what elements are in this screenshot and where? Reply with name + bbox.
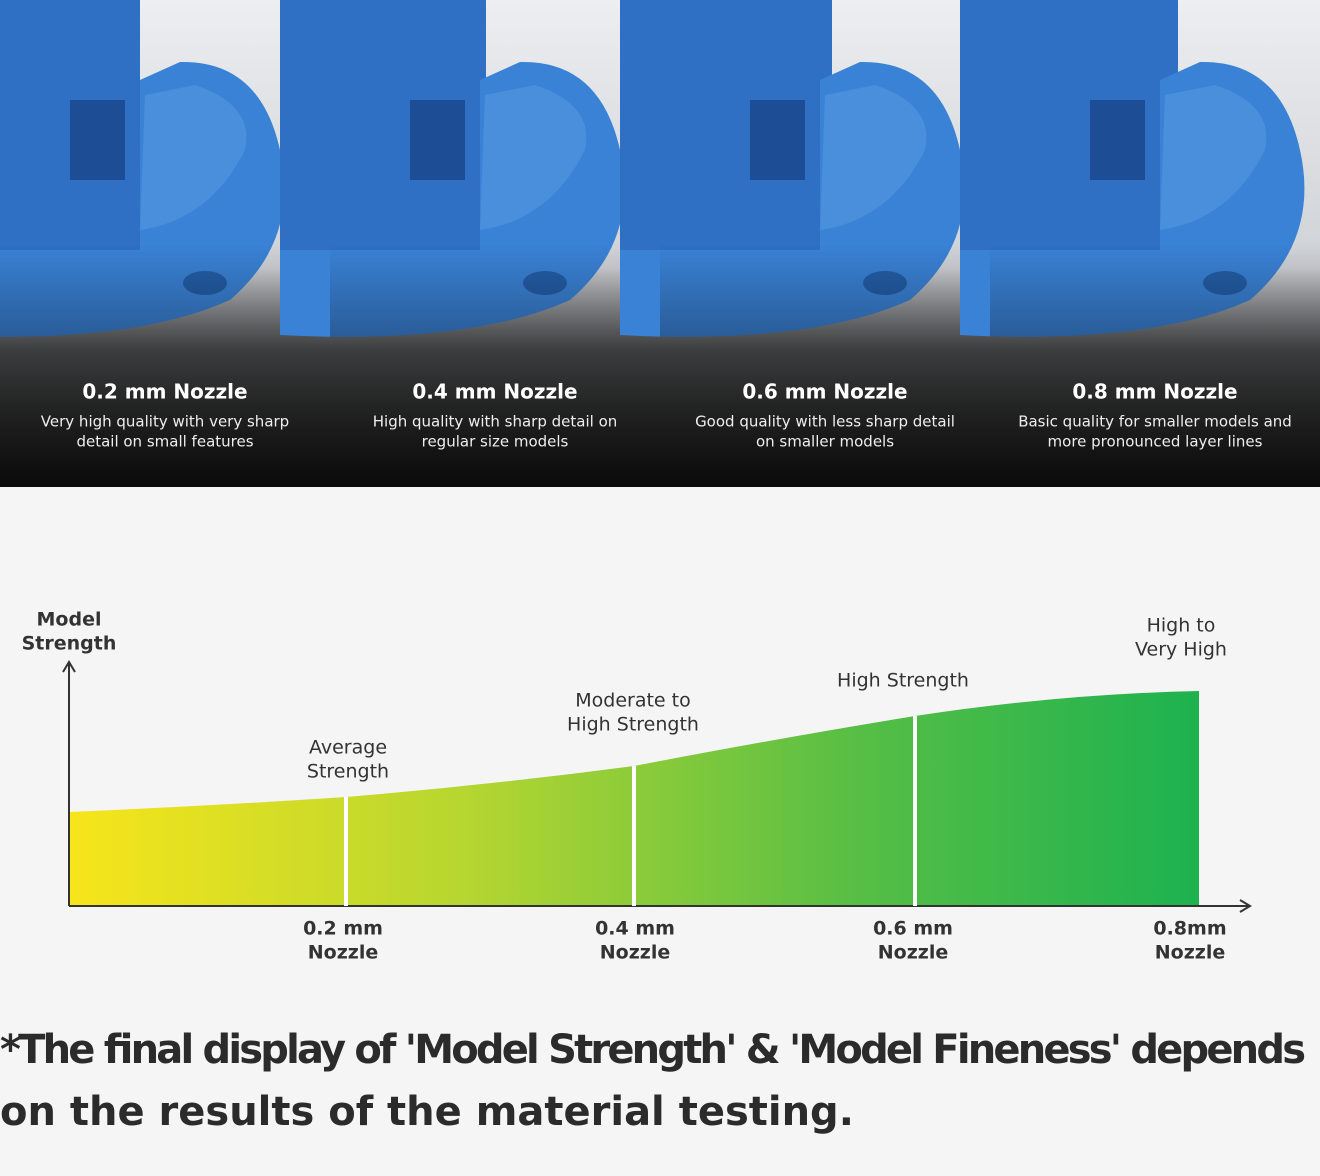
panel-title: 0.4 mm Nozzle [412,380,577,404]
level-label: High Strength [567,714,699,736]
x-category-label: Nozzle [308,942,378,964]
panel-description: detail on small features [76,433,253,451]
panel-description: more pronounced layer lines [1048,433,1263,451]
x-category-label: 0.4 mm [595,918,675,940]
panel-title: 0.6 mm Nozzle [742,380,907,404]
level-label: Strength [307,761,389,783]
panel-description: regular size models [422,433,569,451]
x-category-label: 0.6 mm [873,918,953,940]
panel-description: Very high quality with very sharp [41,413,289,431]
level-label: High to [1147,615,1216,637]
panel-shade [330,0,660,487]
panel-title: 0.8 mm Nozzle [1072,380,1237,404]
panel-description: Basic quality for smaller models and [1018,413,1292,431]
panel-description: on smaller models [756,433,894,451]
panel-shade [0,0,330,487]
panel-description: High quality with sharp detail on [373,413,618,431]
footnote: *The final display of 'Model Strength' &… [0,1027,1306,1073]
x-category-label: 0.2 mm [303,918,383,940]
x-category-label: Nozzle [600,942,670,964]
footnote: on the results of the material testing. [0,1089,854,1135]
x-category-label: Nozzle [1155,942,1225,964]
y-axis-label: Strength [22,633,117,655]
level-label: High Strength [837,670,969,692]
level-label: Moderate to [575,690,690,712]
x-arrow [1239,899,1252,913]
y-axis-label: Model [37,609,102,631]
panel-shade [990,0,1320,487]
x-category-label: 0.8mm [1153,918,1226,940]
level-label: Very High [1135,639,1227,661]
panel-shade [660,0,990,487]
nozzle-panel: 0.8 mm Nozzle Basic quality for smaller m… [960,0,1320,487]
y-arrow [62,660,76,673]
nozzle-panel: 0.2 mm Nozzle Very high quality with very… [0,0,330,487]
panel-description: Good quality with less sharp detail [695,413,955,431]
panel-title: 0.2 mm Nozzle [82,380,247,404]
nozzle-panel: 0.6 mm Nozzle Good quality with less shar… [620,0,990,487]
level-label: Average [309,737,387,759]
x-category-label: Nozzle [878,942,948,964]
nozzle-panel: 0.4 mm Nozzle High quality with sharp det… [280,0,660,487]
